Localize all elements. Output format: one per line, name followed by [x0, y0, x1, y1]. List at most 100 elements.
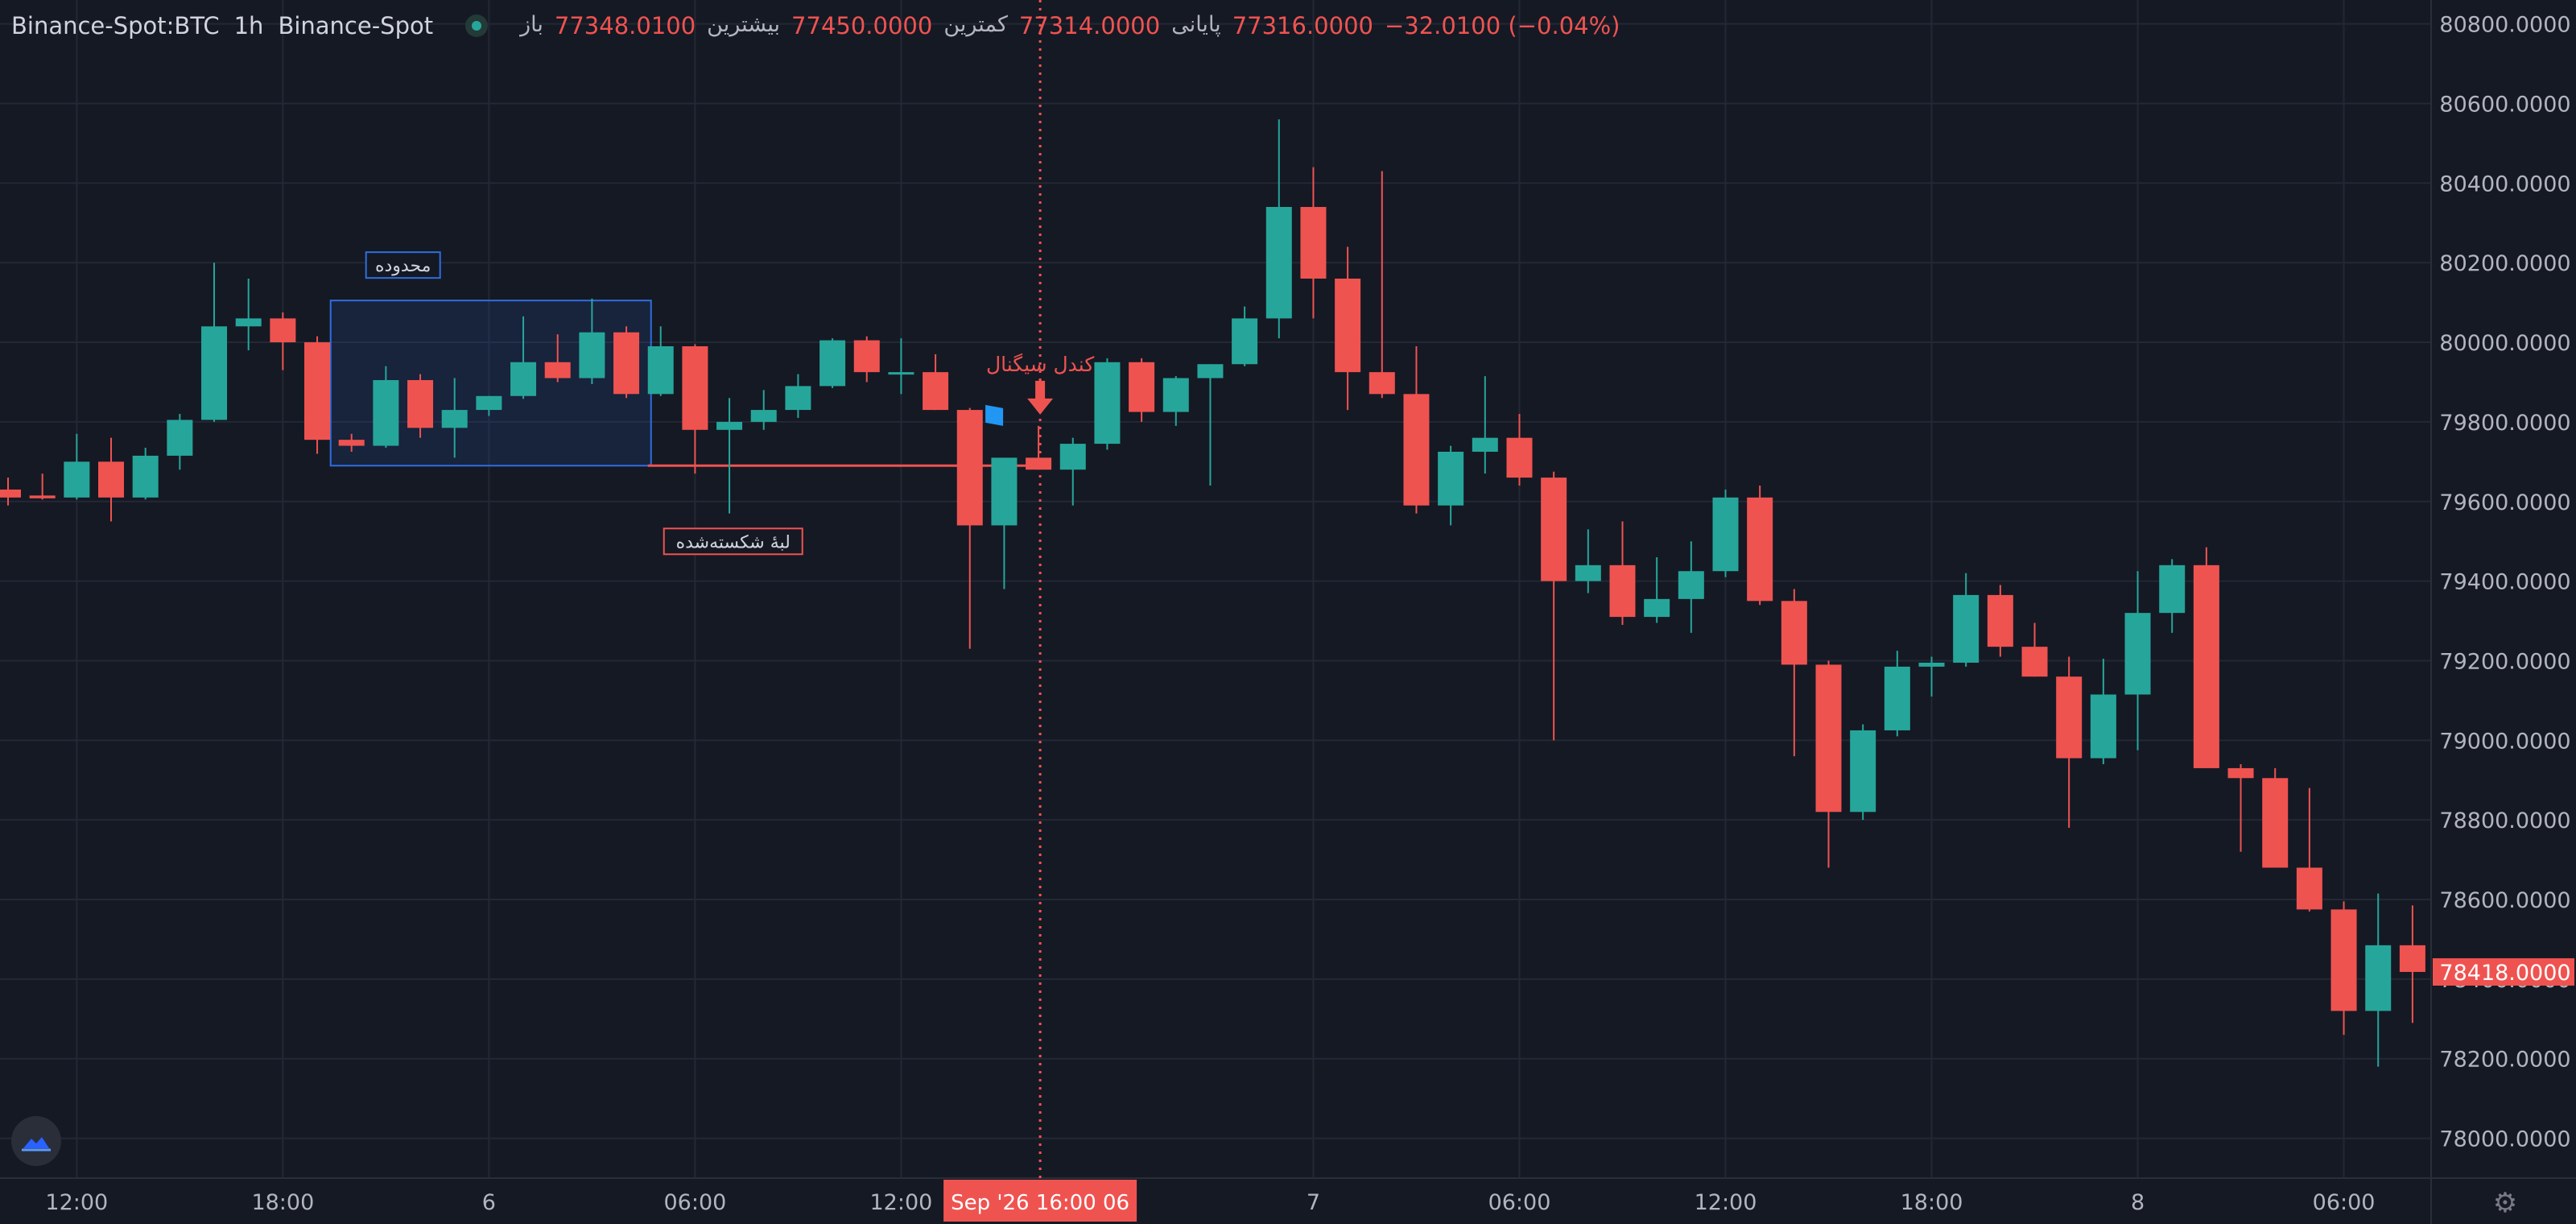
symbol-name[interactable]: Binance-Spot:BTC — [11, 12, 220, 39]
y-tick-label: 80000.0000 — [2439, 331, 2570, 356]
candle — [1678, 541, 1704, 633]
candle-body — [1781, 601, 1807, 665]
candle — [304, 336, 331, 454]
candle-body — [2399, 945, 2425, 972]
candle — [2365, 893, 2392, 1067]
last-price-value: 78418.0000 — [2439, 961, 2570, 986]
candle-body — [64, 461, 90, 498]
candle-body — [1712, 497, 1739, 572]
candle — [647, 326, 674, 396]
candle — [1850, 724, 1876, 821]
annotations-front: کندل سیگنال — [985, 353, 1094, 426]
candle — [2296, 788, 2322, 912]
candle — [2262, 767, 2289, 868]
range-box-label: محدوده — [365, 251, 441, 279]
signal-arrow-icon — [1027, 380, 1054, 415]
candle — [1335, 246, 1361, 411]
candle — [785, 374, 811, 418]
candle — [991, 457, 1018, 589]
high-value: 77450.0000 — [791, 12, 933, 39]
candle — [1368, 171, 1395, 399]
candle-body — [991, 457, 1018, 526]
candle-body — [1232, 318, 1258, 365]
candle-body — [1472, 437, 1498, 452]
crosshair-time-badge: Sep '26 16:00 06 — [943, 1180, 1137, 1222]
candle — [1265, 119, 1292, 339]
candle — [1644, 556, 1670, 623]
candle-body — [1265, 207, 1292, 319]
candle-body — [923, 372, 949, 411]
open-value: 77348.0100 — [554, 12, 696, 39]
time-axis[interactable]: 12:00 18:00 6 06:00 12:00 7 06:00 12:00 18:00 8 06… — [45, 1180, 2375, 1222]
candle — [235, 278, 262, 350]
candle — [853, 336, 880, 382]
x-tick-label: 12:00 — [45, 1190, 108, 1215]
candle-body — [98, 461, 125, 498]
candle — [2330, 901, 2357, 1036]
candle — [1815, 660, 1842, 868]
close-value: 77316.0000 — [1232, 12, 1373, 39]
candle — [510, 316, 537, 399]
candle-body — [2365, 945, 2392, 1011]
candle — [2227, 763, 2254, 852]
candle-body — [613, 332, 640, 395]
interval-label[interactable]: 1h — [233, 12, 264, 39]
x-tick-label: 06:00 — [2313, 1190, 2376, 1215]
broken-edge-label: لبهٔ شکسته‌شده — [663, 527, 803, 556]
flag-icon — [985, 404, 1004, 426]
candle — [1506, 414, 1533, 486]
candle-body — [1059, 444, 1086, 470]
range-box-label-frame — [365, 251, 441, 279]
settings-gear-icon[interactable]: ⚙ — [2492, 1187, 2518, 1219]
last-price-badge-bg — [2433, 957, 2574, 986]
open-label: باز — [520, 12, 543, 37]
candle-body — [682, 346, 708, 430]
candle — [2090, 658, 2116, 764]
candle-body — [476, 395, 502, 411]
candle-body — [1197, 364, 1224, 378]
y-tick-label: 79200.0000 — [2439, 649, 2570, 674]
candle — [1197, 364, 1224, 486]
candle — [29, 473, 56, 500]
signal-marker: کندل سیگنال — [985, 353, 1094, 426]
candle-body — [819, 340, 846, 387]
candle-body — [29, 495, 56, 498]
candle-body — [1953, 594, 1979, 663]
candle-body — [1506, 437, 1533, 478]
candle-body — [1403, 394, 1430, 506]
logo-icon[interactable] — [11, 1116, 61, 1166]
candle — [441, 378, 468, 458]
candle-body — [647, 346, 674, 395]
candle — [923, 354, 949, 411]
candle-body — [201, 326, 228, 420]
candle — [1541, 471, 1567, 741]
candle — [2056, 656, 2083, 829]
y-tick-label: 78600.0000 — [2439, 888, 2570, 913]
candle — [1059, 437, 1086, 506]
candle-body — [1644, 598, 1670, 618]
candle-body — [2227, 767, 2254, 779]
y-tick-label: 79400.0000 — [2439, 570, 2570, 595]
candle — [1232, 306, 1258, 366]
candle-body — [1987, 594, 2013, 647]
candle-body — [1026, 457, 1052, 470]
candle-body — [441, 410, 468, 428]
candle — [1026, 425, 1052, 470]
candle — [1094, 358, 1121, 450]
candle-body — [1678, 571, 1704, 599]
x-tick-label: 18:00 — [1901, 1190, 1963, 1215]
candle — [1403, 346, 1430, 514]
candle-body — [853, 340, 880, 373]
candle — [201, 263, 228, 422]
candle — [1575, 529, 1601, 593]
price-axis[interactable]: 80800.0000 80600.0000 80400.0000 80200.0000… — [2433, 13, 2574, 1152]
candle-body — [888, 372, 914, 375]
candle — [476, 395, 502, 416]
market-status-icon — [465, 14, 489, 37]
candle — [716, 398, 743, 514]
candle-body — [510, 362, 537, 396]
candle — [682, 344, 708, 474]
candle-body — [167, 420, 193, 456]
